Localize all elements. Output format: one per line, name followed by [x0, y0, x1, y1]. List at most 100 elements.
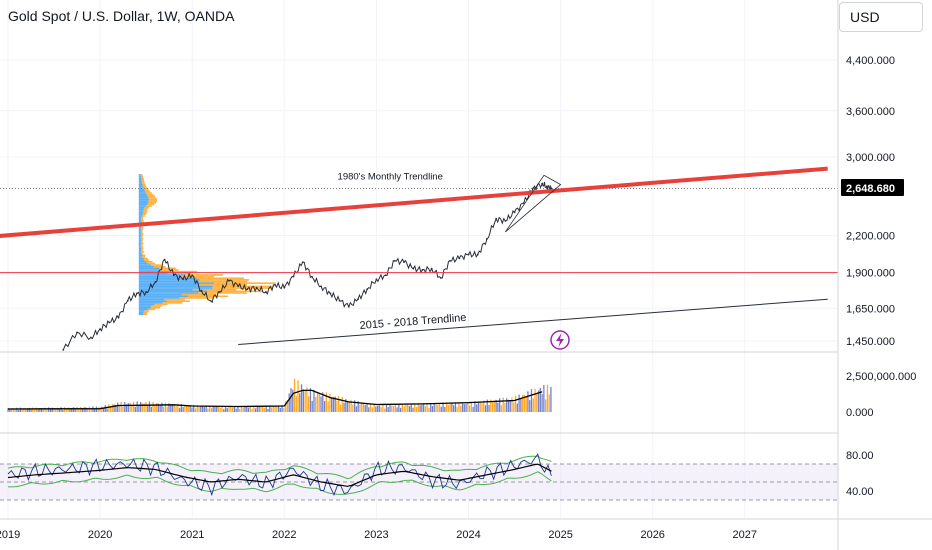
volume-bar [389, 405, 391, 412]
volume-profile-bar-down [198, 280, 248, 283]
volume-bar [18, 409, 20, 412]
volume-profile-bar-down [141, 233, 144, 235]
volume-bar [143, 403, 145, 412]
volume-profile-bar-up [138, 177, 142, 179]
volume-bar [224, 405, 227, 412]
price-point [209, 299, 212, 302]
volume-bar [550, 386, 552, 412]
volume-bar [253, 405, 255, 412]
volume-bar [254, 408, 257, 412]
volume-bar [424, 406, 427, 412]
volume-bar [161, 402, 163, 412]
price-tick-label: 3,000.000 [846, 152, 895, 164]
volume-profile-bar-up [138, 251, 142, 253]
volume-bar [25, 408, 27, 412]
volume-bar [506, 398, 508, 412]
volume-bar [152, 401, 154, 412]
rsi-tick-label: 40.00 [846, 486, 874, 498]
volume-bar [14, 409, 16, 412]
volume-bar [382, 404, 384, 412]
volume-bar [332, 396, 335, 412]
price-point [320, 285, 323, 288]
volume-bar [484, 405, 487, 412]
volume-bar [355, 406, 358, 412]
volume-bar [465, 403, 467, 412]
volume-bar [339, 404, 342, 412]
volume-bar [251, 408, 253, 412]
volume-bar [230, 407, 232, 412]
volume-bar [63, 407, 66, 412]
volume-profile-bar-up [138, 226, 142, 229]
volume-bar [414, 403, 416, 412]
price-tick-label: 4,400.000 [846, 55, 895, 67]
volume-profile-bar-up [138, 231, 141, 234]
volume-bar [127, 403, 129, 412]
volume-bar [48, 407, 50, 412]
volume-profile-bar-up [138, 287, 213, 289]
volume-profile-bar-up [138, 262, 148, 265]
volume-bar [329, 393, 331, 412]
volume-bar [109, 406, 112, 412]
volume-bar [460, 405, 462, 412]
volume-profile-bar-up [138, 300, 167, 302]
volume-bar [221, 405, 223, 412]
volume-bar [539, 387, 541, 412]
volume-bar [442, 402, 444, 412]
volume-bar [518, 394, 520, 412]
volume-bar [157, 403, 160, 412]
volume-bar [94, 408, 96, 412]
volume-bar [516, 403, 518, 412]
volume-bar [55, 408, 57, 412]
volume-bar [403, 406, 405, 412]
volume-bar [115, 404, 117, 412]
volume-bar [325, 392, 327, 412]
price-point [255, 286, 258, 289]
volume-profile-bar-down [187, 295, 229, 298]
volume-profile-bar-down [148, 201, 157, 204]
volume-bar [468, 405, 471, 412]
volume-profile-bar-up [138, 198, 149, 201]
volume-bar [438, 403, 441, 412]
volume-profile-bar-up [138, 269, 161, 271]
volume-bar [502, 397, 504, 412]
last-price-tag: 2,648.680 [841, 179, 904, 196]
volume-profile-bar-up [138, 313, 144, 316]
volume-profile-bar-up [138, 252, 142, 255]
volume-bar [44, 407, 46, 412]
volume-bar [514, 395, 517, 412]
volume-bar [189, 405, 191, 412]
volume-bar [37, 408, 39, 412]
volume-profile-bar-down [140, 229, 143, 232]
price-axis[interactable]: 4,400.000 3,600.000 3,000.000 2,200.000 1,90… [846, 55, 916, 498]
time-axis[interactable]: 2019 2020 2021 2022 2023 2024 2025 2026 2027 [0, 529, 757, 541]
volume-profile-bar-up [138, 295, 188, 298]
price-point [476, 253, 479, 256]
volume-profile-bar-up [138, 175, 142, 178]
volume-bar [150, 406, 152, 412]
volume-bar [171, 404, 174, 412]
volume-bar [348, 401, 350, 412]
currency-selector[interactable]: USD [839, 2, 923, 32]
volume-profile-bar-up [138, 259, 145, 261]
volume-bar [479, 402, 481, 412]
volume-profile-bar-up [138, 279, 200, 281]
volume-bar [299, 393, 301, 412]
volume-bar [242, 407, 244, 412]
rsi-band-fill [0, 464, 838, 500]
volume-bar [175, 406, 177, 412]
volume-profile-bar-down [143, 210, 148, 212]
volume-bar [104, 405, 106, 412]
time-tick-label: 2024 [456, 529, 480, 541]
volume-profile-bar-up [138, 292, 199, 294]
volume-bar [79, 406, 82, 412]
volume-bar [237, 406, 239, 412]
volume-bar [316, 392, 319, 412]
volume-bar [529, 400, 531, 412]
lightning-icon[interactable] [550, 330, 570, 350]
volume-bar [247, 407, 250, 412]
price-point [467, 253, 470, 256]
volume-bar [544, 399, 547, 412]
volume-bar [210, 408, 213, 412]
volume-bar [240, 406, 243, 412]
